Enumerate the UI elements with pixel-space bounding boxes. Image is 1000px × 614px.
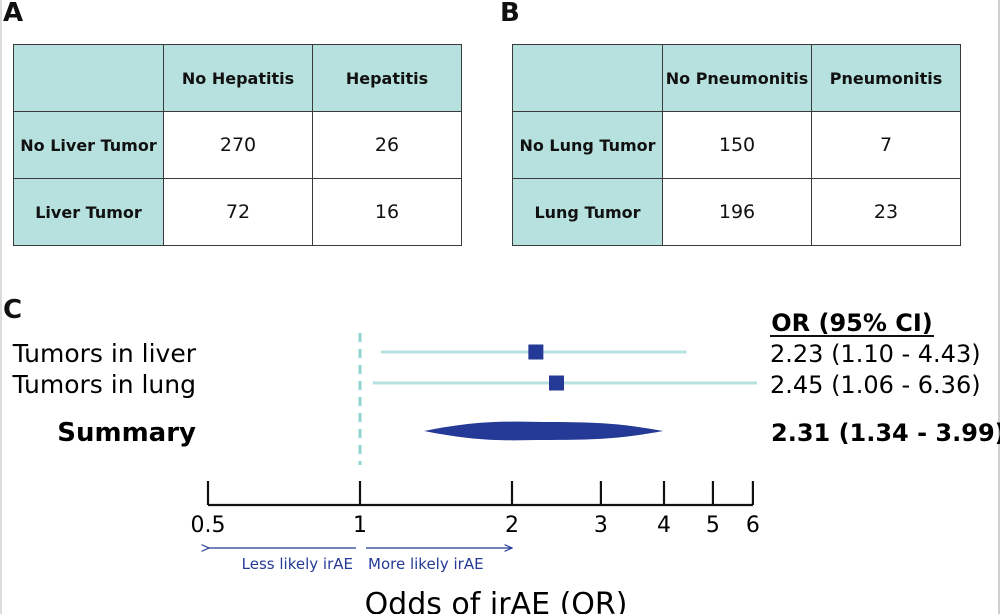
point-estimate-marker bbox=[549, 375, 565, 391]
x-tick-label: 5 bbox=[706, 513, 720, 538]
x-tick-label: 6 bbox=[746, 513, 760, 538]
summary-label: Summary bbox=[57, 418, 196, 448]
x-tick-label: 1 bbox=[353, 513, 367, 538]
col-header-pneumonitis: Pneumonitis bbox=[811, 44, 961, 112]
or-ci-text: 2.45 (1.06 - 6.36) bbox=[770, 371, 981, 399]
cell-liver-no-hepatitis: 72 bbox=[163, 178, 313, 246]
summary-diamond bbox=[424, 421, 664, 441]
x-tick-label: 0.5 bbox=[191, 513, 226, 538]
or-ci-text: 2.23 (1.10 - 4.43) bbox=[770, 340, 981, 368]
cell-lung-pneumonitis: 23 bbox=[811, 178, 961, 246]
direction-label-left: Less likely irAE bbox=[242, 555, 353, 573]
table-row: No Liver Tumor 270 26 bbox=[13, 111, 462, 179]
panel-b-letter: B bbox=[500, 0, 520, 28]
cell-no-lung-no-pneumonitis: 150 bbox=[662, 111, 812, 179]
row-header-no-liver-tumor: No Liver Tumor bbox=[13, 111, 164, 179]
or-column-header: OR (95% CI) bbox=[771, 309, 933, 337]
row-header-no-lung-tumor: No Lung Tumor bbox=[512, 111, 663, 179]
table-header-row: No Hepatitis Hepatitis bbox=[13, 44, 462, 112]
cell-no-lung-pneumonitis: 7 bbox=[811, 111, 961, 179]
row-header-lung-tumor: Lung Tumor bbox=[512, 178, 663, 246]
table-corner-cell bbox=[512, 44, 663, 112]
x-tick-label: 2 bbox=[505, 513, 519, 538]
x-tick-label: 4 bbox=[657, 513, 671, 538]
table-corner-cell bbox=[13, 44, 164, 112]
row-header-liver-tumor: Liver Tumor bbox=[13, 178, 164, 246]
panel-a-letter: A bbox=[3, 0, 24, 28]
table-liver-hepatitis: No Hepatitis Hepatitis No Liver Tumor 27… bbox=[13, 44, 462, 246]
col-header-hepatitis: Hepatitis bbox=[312, 44, 462, 112]
col-header-no-pneumonitis: No Pneumonitis bbox=[662, 44, 812, 112]
point-estimate-marker bbox=[528, 344, 544, 360]
table-row: No Lung Tumor 150 7 bbox=[512, 111, 961, 179]
cell-no-liver-hepatitis: 26 bbox=[312, 111, 462, 179]
cell-liver-hepatitis: 16 bbox=[312, 178, 462, 246]
study-label: Tumors in liver bbox=[12, 339, 197, 368]
table-header-row: No Pneumonitis Pneumonitis bbox=[512, 44, 961, 112]
x-axis-label: Odds of irAE (OR) bbox=[365, 587, 628, 614]
x-tick-label: 3 bbox=[594, 513, 608, 538]
cell-no-liver-no-hepatitis: 270 bbox=[163, 111, 313, 179]
table-row: Liver Tumor 72 16 bbox=[13, 178, 462, 246]
study-label: Tumors in lung bbox=[12, 370, 196, 399]
table-row: Lung Tumor 196 23 bbox=[512, 178, 961, 246]
direction-label-right: More likely irAE bbox=[368, 555, 484, 573]
table-lung-pneumonitis: No Pneumonitis Pneumonitis No Lung Tumor… bbox=[512, 44, 961, 246]
summary-or-ci-text: 2.31 (1.34 - 3.99) bbox=[771, 419, 1000, 447]
panel-c-letter: C bbox=[3, 295, 23, 325]
cell-lung-no-pneumonitis: 196 bbox=[662, 178, 812, 246]
